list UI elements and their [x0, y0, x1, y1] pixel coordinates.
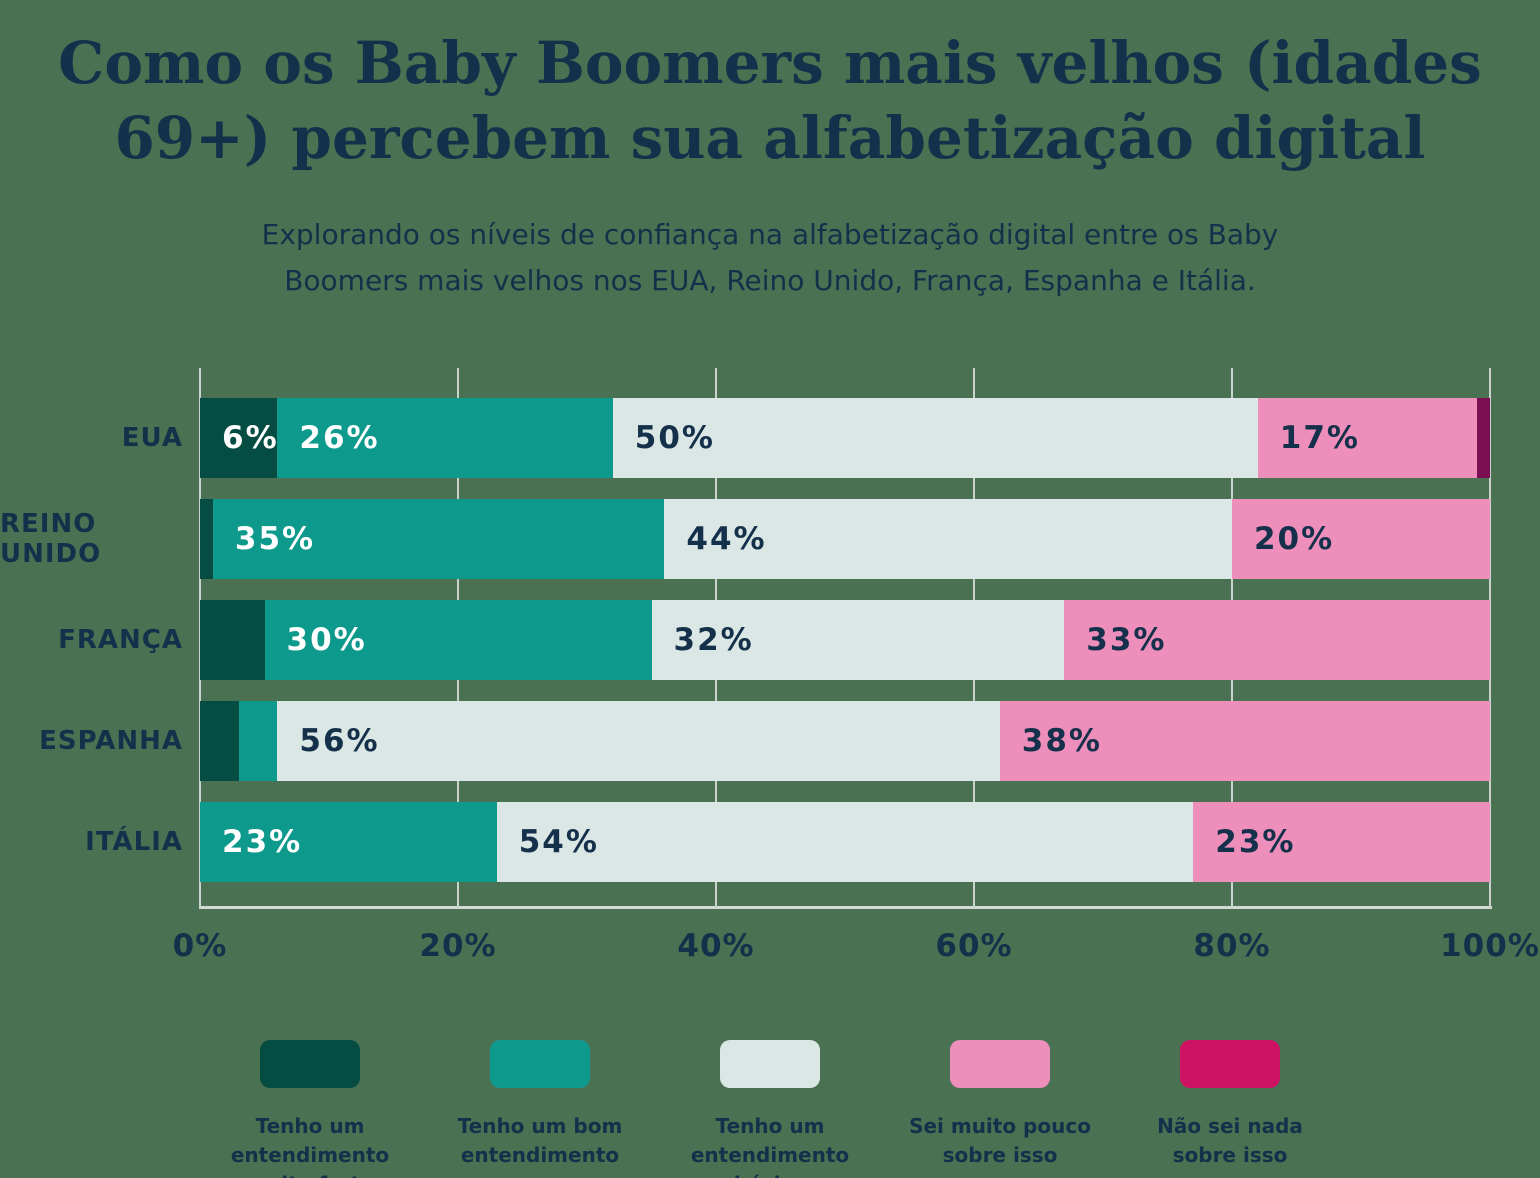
bar-segment-1: [200, 600, 265, 680]
bar-value-label: 50%: [634, 420, 715, 456]
chart-subtitle-line-2: Boomers mais velhos nos EUA, Reino Unido…: [284, 264, 1256, 298]
bar-segment-3: 32%: [651, 600, 1065, 680]
legend-label: Sei muito pouco sobre isso: [909, 1114, 1091, 1167]
bar-segment-2: 26%: [277, 398, 613, 478]
bar-value-label: 26%: [299, 420, 380, 456]
bar-value-label: 56%: [299, 723, 380, 759]
legend: Tenho um entendimentomuito forte Tenho um…: [0, 1040, 1540, 1178]
x-axis-tick-label: 80%: [1193, 928, 1271, 964]
bar-segment-3: 50%: [612, 398, 1258, 478]
legend-swatch: [260, 1040, 360, 1088]
bar-value-label: 35%: [234, 521, 316, 557]
x-axis-tick-label: 40%: [677, 928, 755, 964]
bar-segment-3: 54%: [496, 802, 1194, 882]
bar-segment-1: [200, 499, 213, 579]
y-axis-category-label: ITÁLIA: [85, 827, 183, 857]
gridline: [1489, 368, 1491, 908]
x-axis-tick-label: 100%: [1440, 928, 1540, 964]
bar-segment-1: [200, 701, 239, 781]
chart-subtitle: Explorando os níveis de confiança na alf…: [0, 212, 1540, 304]
y-axis-category-label: ESPANHA: [39, 726, 183, 756]
bar-value-label: 32%: [673, 622, 754, 658]
legend-label: Tenho um bom entendimento: [457, 1114, 623, 1167]
bar-value-label: 6%: [222, 420, 279, 456]
bar-row: 23% 54% 23%: [200, 802, 1490, 882]
bar-row: 6% 26% 50% 17%: [200, 398, 1490, 478]
x-axis-baseline: [199, 906, 1492, 909]
legend-swatch: [720, 1040, 820, 1088]
legend-item: Não sei nada sobre isso: [1115, 1040, 1345, 1178]
bar-value-label: 23%: [222, 824, 303, 860]
y-axis-category-label: EUA: [121, 423, 183, 453]
bar-chart: 0% 20% 40% 60% 80% 100% EUA 6% 26% 50% 17% REINO UN…: [0, 368, 1540, 1008]
bar-row: 56% 38%: [200, 701, 1490, 781]
legend-item: Tenho um entendimentomuito forte: [195, 1040, 425, 1178]
bar-value-label: 38%: [1021, 723, 1102, 759]
bar-value-label: 17%: [1279, 420, 1360, 456]
bar-segment-2: 23%: [200, 802, 497, 882]
chart-title-line-2: 69+) percebem sua alfabetização digital: [114, 104, 1426, 173]
bar-value-label: 20%: [1253, 521, 1335, 557]
bar-segment-1: 6%: [200, 398, 279, 478]
x-axis-tick-label: 20%: [419, 928, 497, 964]
bar-segment-3: 44%: [664, 499, 1232, 579]
legend-item: Sei muito pouco sobre isso: [885, 1040, 1115, 1178]
legend-label: Não sei nada sobre isso: [1157, 1114, 1303, 1167]
chart-subtitle-line-1: Explorando os níveis de confiança na alf…: [261, 218, 1279, 251]
bar-segment-5: [1477, 398, 1490, 478]
chart-title: Como os Baby Boomers mais velhos (idades…: [0, 26, 1540, 177]
bar-value-label: 30%: [286, 622, 367, 658]
bar-value-label: 23%: [1215, 824, 1296, 860]
y-axis-category-label: REINO UNIDO: [0, 509, 102, 569]
bar-value-label: 54%: [518, 824, 599, 860]
bar-segment-2: [238, 701, 278, 781]
legend-swatch: [1180, 1040, 1280, 1088]
legend-label: Tenho um entendimentomuito forte: [230, 1114, 390, 1178]
bar-value-label: 44%: [686, 521, 767, 557]
bar-segment-2: 35%: [212, 499, 665, 579]
bar-segment-4: 38%: [999, 701, 1490, 781]
bar-segment-4: 17%: [1257, 398, 1478, 478]
bar-segment-4: 33%: [1064, 600, 1490, 680]
bar-row: 35% 44% 20%: [200, 499, 1490, 579]
y-axis-category-label: FRANÇA: [58, 625, 183, 655]
bar-segment-4: 20%: [1231, 499, 1490, 579]
chart-title-line-1: Como os Baby Boomers mais velhos (idades: [58, 29, 1482, 97]
legend-swatch: [490, 1040, 590, 1088]
legend-swatch: [950, 1040, 1050, 1088]
x-axis-tick-label: 0%: [172, 928, 228, 964]
bar-segment-4: 23%: [1193, 802, 1490, 882]
bar-segment-2: 30%: [264, 600, 652, 680]
bar-segment-3: 56%: [277, 701, 1000, 781]
bar-row: 30% 32% 33%: [200, 600, 1490, 680]
bar-value-label: 33%: [1086, 622, 1167, 658]
x-axis-tick-label: 60%: [935, 928, 1013, 964]
legend-item: Tenho um bom entendimento: [425, 1040, 655, 1178]
